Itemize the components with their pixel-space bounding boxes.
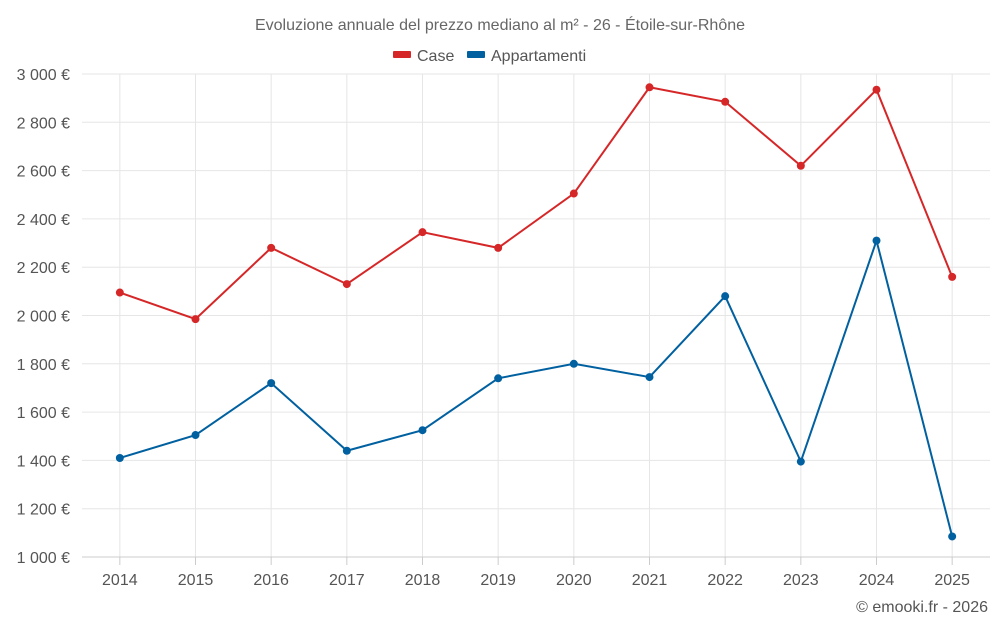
x-tick-label: 2018 bbox=[405, 572, 441, 589]
legend-label-appartamenti[interactable]: Appartamenti bbox=[491, 48, 586, 65]
legend-label-case[interactable]: Case bbox=[417, 48, 454, 65]
y-tick-label: 1 400 € bbox=[17, 453, 70, 470]
y-tick-label: 3 000 € bbox=[17, 67, 70, 84]
data-point-case[interactable] bbox=[569, 189, 578, 198]
data-point-appartamenti[interactable] bbox=[872, 236, 881, 245]
x-tick-label: 2019 bbox=[480, 572, 516, 589]
y-tick-label: 2 800 € bbox=[17, 115, 70, 132]
x-tick-label: 2020 bbox=[556, 572, 592, 589]
series-line-case bbox=[119, 86, 954, 321]
data-point-case[interactable] bbox=[191, 315, 200, 324]
x-tick-label: 2016 bbox=[253, 572, 289, 589]
data-point-appartamenti[interactable] bbox=[796, 457, 805, 466]
y-tick-label: 1 600 € bbox=[17, 405, 70, 422]
gridlines bbox=[82, 73, 990, 558]
y-tick-label: 2 000 € bbox=[17, 309, 70, 326]
data-point-case[interactable] bbox=[267, 243, 276, 252]
data-point-case[interactable] bbox=[872, 85, 881, 94]
credit-text: © emooki.fr - 2026 bbox=[856, 599, 988, 616]
chart-title: Evoluzione annuale del prezzo mediano al… bbox=[255, 15, 745, 34]
x-tick-label: 2014 bbox=[102, 572, 138, 589]
data-point-case[interactable] bbox=[948, 272, 957, 281]
data-point-appartamenti[interactable] bbox=[267, 379, 276, 388]
series-line-appartamenti bbox=[119, 237, 954, 537]
y-tick-label: 1 200 € bbox=[17, 502, 70, 519]
x-tick-label: 2021 bbox=[632, 572, 668, 589]
data-point-case[interactable] bbox=[796, 161, 805, 170]
data-point-case[interactable] bbox=[115, 288, 124, 297]
x-tick-label: 2017 bbox=[329, 572, 365, 589]
data-point-case[interactable] bbox=[418, 228, 427, 237]
legend-swatch-case bbox=[393, 51, 411, 58]
data-point-case[interactable] bbox=[342, 280, 351, 289]
x-tick-label: 2024 bbox=[859, 572, 895, 589]
data-point-appartamenti[interactable] bbox=[342, 446, 351, 455]
data-point-case[interactable] bbox=[721, 97, 730, 106]
data-point-appartamenti[interactable] bbox=[494, 374, 503, 383]
y-tick-label: 2 400 € bbox=[17, 212, 70, 229]
x-tick-label: 2015 bbox=[178, 572, 214, 589]
data-point-appartamenti[interactable] bbox=[645, 373, 654, 382]
series-group bbox=[115, 83, 957, 541]
data-point-case[interactable] bbox=[645, 83, 654, 92]
x-tick-label: 2022 bbox=[707, 572, 743, 589]
axes: 1 000 € 1 200 € 1 400 € 1 600 € 1 800 € 2 000… bbox=[17, 67, 990, 589]
y-tick-label: 1 000 € bbox=[17, 550, 70, 567]
legend-swatch-appartamenti bbox=[467, 51, 485, 58]
data-point-appartamenti[interactable] bbox=[115, 453, 124, 462]
y-tick-label: 1 800 € bbox=[17, 357, 70, 374]
data-point-appartamenti[interactable] bbox=[569, 359, 578, 368]
data-point-appartamenti[interactable] bbox=[191, 431, 200, 440]
data-point-appartamenti[interactable] bbox=[948, 532, 957, 541]
x-tick-label: 2025 bbox=[934, 572, 970, 589]
y-tick-label: 2 600 € bbox=[17, 164, 70, 181]
y-tick-label: 2 200 € bbox=[17, 260, 70, 277]
data-point-appartamenti[interactable] bbox=[418, 426, 427, 435]
x-tick-label: 2023 bbox=[783, 572, 819, 589]
legend: Case Appartamenti bbox=[393, 48, 586, 65]
data-point-appartamenti[interactable] bbox=[721, 292, 730, 301]
data-point-case[interactable] bbox=[494, 243, 503, 252]
